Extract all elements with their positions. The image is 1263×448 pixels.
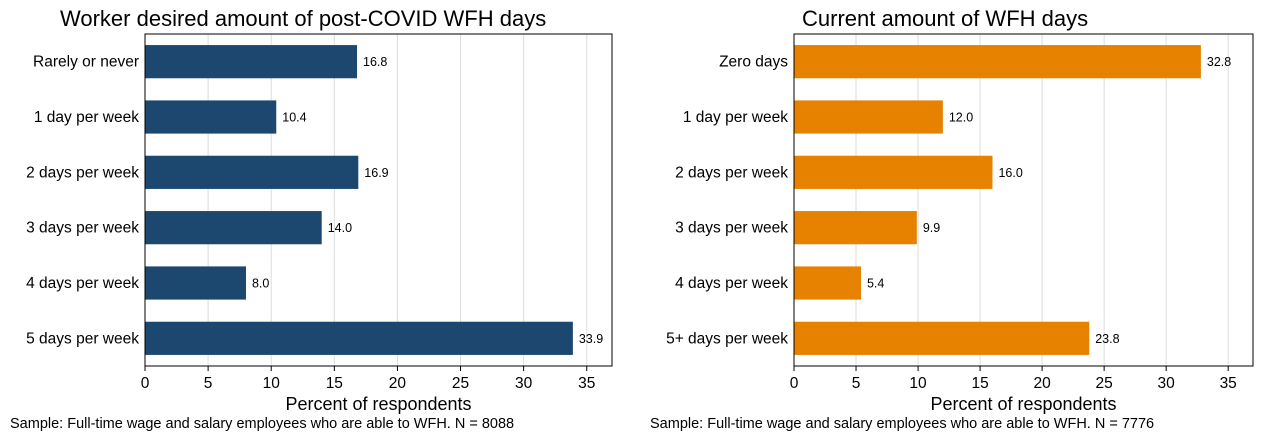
category-label: 1 day per week (34, 109, 139, 126)
x-tick-label: 25 (1096, 375, 1113, 392)
bar (794, 321, 1090, 355)
x-tick-label: 0 (141, 375, 150, 392)
bar-chart-current-wfh: Zero days 32.8 1 day per week 12.0 2 days pe… (666, 33, 1254, 414)
data-label: 23.8 (1095, 332, 1119, 346)
x-tick-label: 15 (326, 375, 343, 392)
data-label: 32.8 (1207, 55, 1231, 69)
bar (145, 45, 358, 79)
chart-footnote: Sample: Full-time wage and salary employ… (10, 416, 515, 432)
chart-footnote: Sample: Full-time wage and salary employ… (650, 416, 1155, 432)
bar (794, 266, 861, 300)
bar-chart-desired-wfh: Rarely or never 16.8 1 day per week 10.4 2 d… (26, 33, 613, 414)
bar (145, 100, 277, 134)
data-label: 16.8 (363, 55, 387, 69)
category-label: 4 days per week (675, 275, 788, 292)
x-tick-label: 5 (204, 375, 213, 392)
x-tick-label: 25 (452, 375, 469, 392)
data-label: 16.9 (364, 166, 388, 180)
category-label: 5+ days per week (666, 330, 788, 347)
x-axis-title: Percent of respondents (285, 394, 471, 414)
chart-title: Current amount of WFH days (802, 6, 1089, 31)
x-tick-label: 0 (790, 375, 799, 392)
x-axis-title: Percent of respondents (930, 394, 1116, 414)
chart-panel-current-wfh: Zero days 32.8 1 day per week 12.0 2 days pe… (632, 0, 1263, 448)
data-label: 9.9 (923, 221, 940, 235)
plot-frame (793, 33, 1254, 367)
data-label: 10.4 (282, 111, 306, 125)
category-label: Zero days (719, 54, 788, 71)
plot-frame (144, 33, 613, 367)
category-label: 4 days per week (26, 275, 139, 292)
x-tick-label: 30 (1158, 375, 1176, 392)
category-label: 2 days per week (26, 164, 139, 181)
x-tick-label: 5 (852, 375, 861, 392)
bar (145, 211, 322, 245)
bar (794, 211, 917, 245)
data-label: 8.0 (252, 277, 269, 291)
x-tick-label: 15 (971, 375, 988, 392)
bar (145, 155, 359, 189)
category-label: Rarely or never (33, 54, 139, 71)
data-label: 16.0 (998, 166, 1022, 180)
category-label: 3 days per week (26, 220, 139, 237)
category-label: 5 days per week (26, 330, 139, 347)
x-tick-label: 10 (263, 375, 281, 392)
x-tick-label: 10 (909, 375, 927, 392)
bar (794, 45, 1201, 79)
data-label: 5.4 (867, 277, 884, 291)
x-tick-label: 35 (1220, 375, 1237, 392)
chart-panel-desired-wfh: Rarely or never 16.8 1 day per week 10.4 2 d… (0, 0, 630, 448)
bar (794, 155, 993, 189)
chart-title: Worker desired amount of post-COVID WFH … (60, 6, 547, 31)
bar (145, 321, 573, 355)
category-label: 2 days per week (675, 164, 788, 181)
bar (145, 266, 246, 300)
data-label: 33.9 (579, 332, 603, 346)
bar (794, 100, 943, 134)
x-tick-label: 35 (578, 375, 595, 392)
data-label: 14.0 (328, 221, 352, 235)
x-tick-label: 20 (1033, 375, 1051, 392)
x-tick-label: 20 (389, 375, 407, 392)
x-tick-label: 30 (515, 375, 533, 392)
category-label: 3 days per week (675, 220, 788, 237)
data-label: 12.0 (949, 111, 973, 125)
category-label: 1 day per week (683, 109, 788, 126)
